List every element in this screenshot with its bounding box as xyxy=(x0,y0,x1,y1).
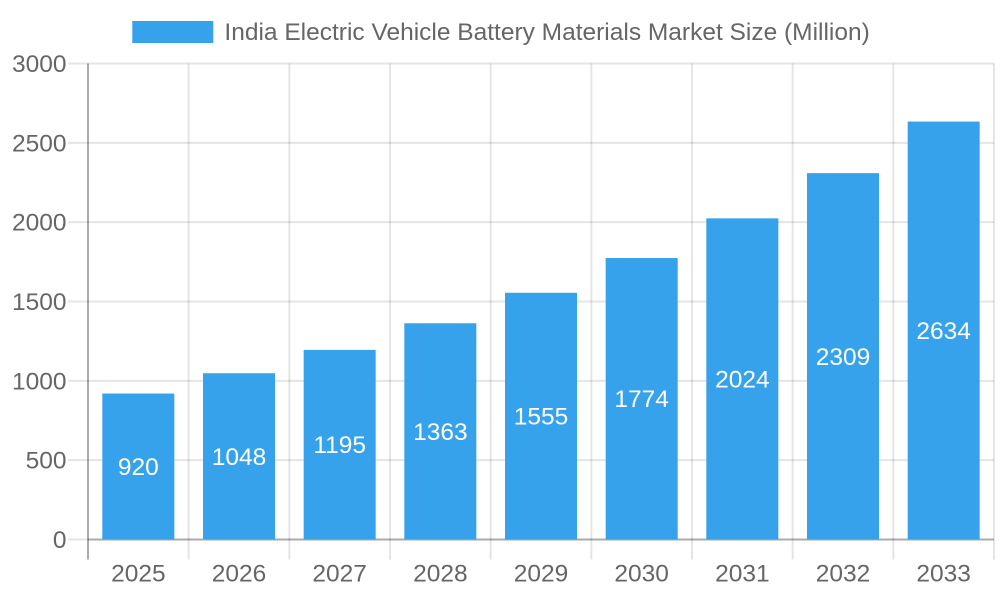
svg-text:2032: 2032 xyxy=(816,561,871,588)
svg-text:0: 0 xyxy=(53,527,67,554)
svg-text:2024: 2024 xyxy=(715,366,770,393)
svg-text:2033: 2033 xyxy=(916,561,971,588)
svg-text:2031: 2031 xyxy=(715,561,770,588)
svg-text:2634: 2634 xyxy=(916,318,971,345)
svg-text:1048: 1048 xyxy=(212,444,267,471)
svg-text:500: 500 xyxy=(26,448,67,475)
svg-text:1555: 1555 xyxy=(514,404,569,431)
svg-text:1774: 1774 xyxy=(614,386,669,413)
svg-text:920: 920 xyxy=(118,454,159,481)
svg-text:2026: 2026 xyxy=(212,561,267,588)
svg-text:1500: 1500 xyxy=(12,289,67,316)
svg-text:India Electric Vehicle Battery: India Electric Vehicle Battery Materials… xyxy=(224,19,869,46)
svg-text:1363: 1363 xyxy=(413,419,468,446)
svg-text:2030: 2030 xyxy=(614,561,669,588)
svg-text:2027: 2027 xyxy=(312,561,367,588)
svg-text:1195: 1195 xyxy=(313,432,366,459)
svg-text:2000: 2000 xyxy=(12,210,67,237)
svg-text:2309: 2309 xyxy=(816,344,871,371)
svg-text:3000: 3000 xyxy=(12,51,67,78)
svg-text:2028: 2028 xyxy=(413,561,468,588)
svg-text:1000: 1000 xyxy=(12,368,67,395)
svg-text:2025: 2025 xyxy=(111,561,166,588)
svg-text:2500: 2500 xyxy=(12,130,67,157)
svg-text:2029: 2029 xyxy=(514,561,569,588)
